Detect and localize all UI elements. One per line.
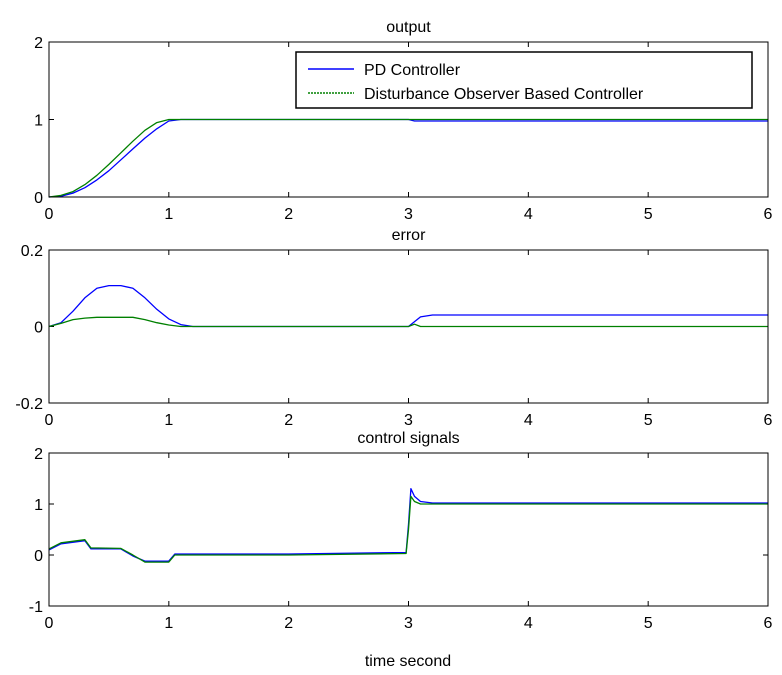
x-tick-label: 3 (404, 412, 413, 429)
x-tick-label: 5 (644, 615, 653, 632)
y-tick-label: 1 (34, 113, 43, 130)
x-tick-label: 4 (524, 615, 533, 632)
legend-label: Disturbance Observer Based Controller (364, 86, 644, 103)
x-tick-label: 0 (45, 206, 54, 223)
x-axis-label: time second (365, 653, 451, 670)
x-tick-label: 2 (284, 615, 293, 632)
y-tick-label: 2 (34, 35, 43, 52)
axes-frame (48, 452, 769, 607)
legend: PD Controller Disturbance Observer Based … (295, 51, 753, 109)
chart-title: error (392, 227, 426, 244)
legend-box (295, 51, 753, 109)
x-tick-label: 5 (644, 412, 653, 429)
y-tick-label: 2 (34, 446, 43, 463)
x-tick-label: 1 (164, 412, 173, 429)
y-tick-label: -0.2 (15, 396, 43, 413)
x-tick-label: 2 (284, 412, 293, 429)
x-tick-label: 6 (764, 412, 773, 429)
y-tick-label: 0 (34, 320, 43, 337)
output-subplot: output 0 1 2 3 4 5 6 0 1 2 PD Controller Disturbance… (34, 19, 772, 223)
series-line-green (48, 316, 768, 328)
y-tick-label: 0.2 (21, 243, 43, 260)
x-tick-label: 1 (164, 206, 173, 223)
chart-title: output (386, 19, 431, 36)
axes-frame (48, 249, 769, 404)
axes-frame (48, 41, 769, 198)
series-line-green (48, 495, 768, 563)
x-tick-label: 4 (524, 206, 533, 223)
y-tick-label: -1 (29, 599, 43, 616)
x-tick-label: 1 (164, 615, 173, 632)
chart-title: control signals (357, 430, 459, 447)
x-tick-label: 2 (284, 206, 293, 223)
x-tick-label: 3 (404, 206, 413, 223)
x-tick-label: 5 (644, 206, 653, 223)
y-tick-label: 0 (34, 548, 43, 565)
x-tick-label: 6 (764, 615, 773, 632)
x-tick-label: 0 (45, 412, 54, 429)
x-tick-label: 3 (404, 615, 413, 632)
series-line-blue (48, 284, 768, 328)
y-tick-label: 1 (34, 497, 43, 514)
x-tick-label: 4 (524, 412, 533, 429)
x-tick-label: 6 (764, 206, 773, 223)
x-tick-label: 0 (45, 615, 54, 632)
legend-label: PD Controller (364, 62, 461, 79)
series-line-disturbance-observer-based-controller (48, 118, 768, 198)
y-tick-label: 0 (34, 190, 43, 207)
